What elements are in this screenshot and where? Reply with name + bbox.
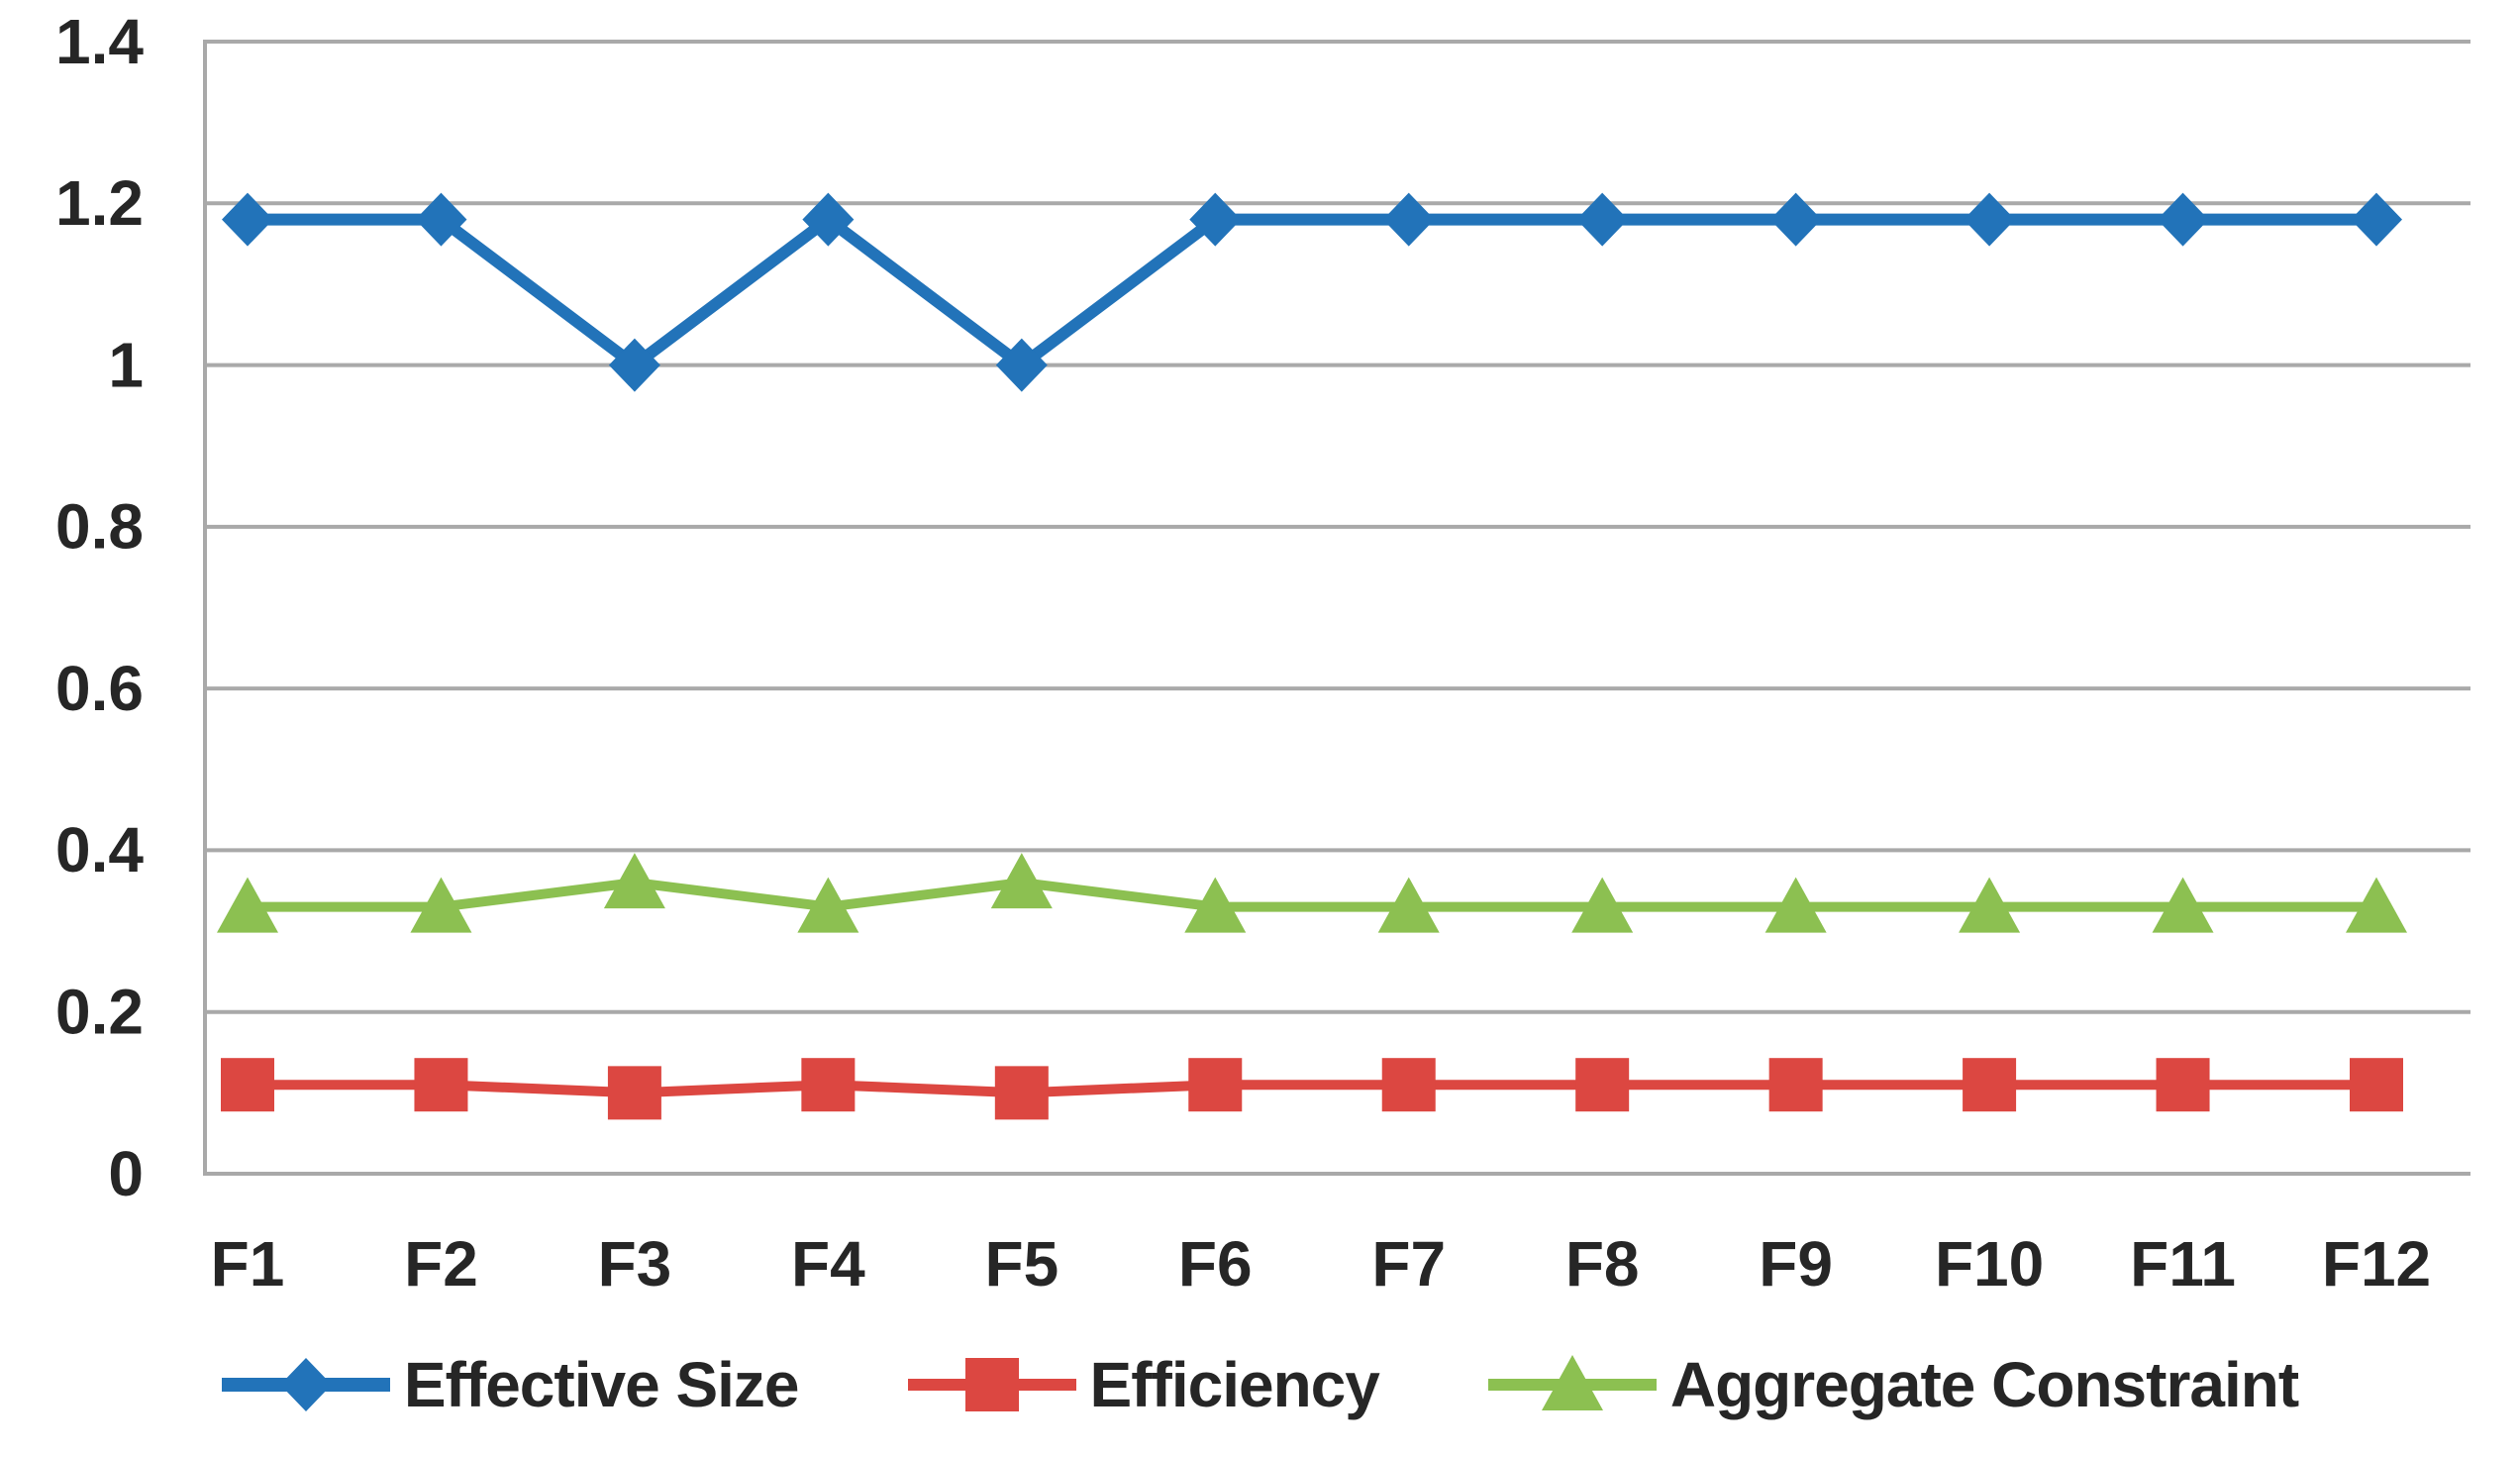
gridlines	[205, 40, 2470, 1176]
x-tick-label: F1	[211, 1228, 285, 1300]
square-marker	[1381, 1058, 1436, 1112]
diamond-marker	[415, 192, 467, 247]
x-tick-label: F5	[984, 1228, 1058, 1300]
diamond-legend-icon	[221, 1358, 390, 1411]
square-marker	[1188, 1058, 1243, 1112]
triangle-marker	[1571, 877, 1634, 933]
x-tick-label: F8	[1565, 1228, 1640, 1300]
diamond-marker	[222, 192, 273, 247]
legend-label-efficiency: Efficiency	[1089, 1349, 1380, 1420]
legend-item-aggregate-constraint: Aggregate Constraint	[1487, 1345, 2299, 1424]
series-line-efficiency	[243, 1080, 2381, 1098]
x-tick-label: F9	[1759, 1228, 1833, 1300]
diamond-marker	[279, 1358, 332, 1411]
series-efficiency	[221, 1058, 2403, 1120]
y-tick-label: 0.2	[55, 976, 144, 1047]
y-axis-labels: 0 0.2 0.4 0.6 0.8 1 1.2 1.4	[55, 6, 144, 1209]
diamond-marker	[1769, 192, 1822, 247]
y-tick-label: 1.4	[55, 6, 144, 77]
x-tick-label: F12	[2322, 1228, 2431, 1300]
y-tick-label: 0.8	[55, 491, 144, 563]
series-line-aggregate-constraint	[243, 878, 2381, 912]
y-tick-label: 1	[108, 329, 144, 400]
square-marker	[2350, 1058, 2403, 1112]
square-marker	[964, 1358, 1019, 1411]
diamond-marker	[995, 338, 1048, 392]
triangle-marker	[1377, 877, 1440, 933]
square-marker	[1768, 1058, 1823, 1112]
diamond-marker	[802, 192, 855, 247]
diamond-marker	[2351, 192, 2402, 247]
triangle-marker	[1541, 1355, 1603, 1410]
x-tick-label: F3	[598, 1228, 672, 1300]
legend-label-aggregate-constraint: Aggregate Constraint	[1669, 1349, 2299, 1420]
square-marker	[1963, 1058, 2017, 1112]
triangle-marker	[603, 853, 665, 909]
x-tick-label: F10	[1935, 1228, 2044, 1300]
square-marker	[994, 1066, 1049, 1120]
square-marker	[801, 1058, 856, 1112]
triangle-legend-icon	[1487, 1355, 1657, 1410]
triangle-marker	[410, 877, 472, 933]
x-axis-labels: F1 F2 F3 F4 F5 F6 F7 F8 F9 F10 F11 F12	[211, 1228, 2431, 1300]
square-legend-icon	[907, 1358, 1076, 1411]
triangle-marker	[217, 877, 278, 933]
square-marker	[607, 1066, 661, 1120]
legend-label-effective-size: Effective Size	[403, 1349, 800, 1420]
triangle-marker	[1959, 877, 2021, 933]
square-marker	[2156, 1058, 2210, 1112]
x-tick-label: F11	[2130, 1228, 2236, 1300]
triangle-marker	[1764, 877, 1827, 933]
diamond-marker	[1964, 192, 2016, 247]
diamond-marker	[1189, 192, 1242, 247]
series-aggregate-constraint	[217, 853, 2407, 933]
legend-item-efficiency: Efficiency	[907, 1345, 1380, 1424]
x-tick-label: F6	[1178, 1228, 1253, 1300]
x-tick-label: F2	[404, 1228, 478, 1300]
legend-item-effective-size: Effective Size	[221, 1345, 800, 1424]
triangle-marker	[990, 853, 1053, 909]
square-marker	[1575, 1058, 1630, 1112]
triangle-marker	[2152, 877, 2214, 933]
chart-legend: Effective Size Efficiency Aggregate Constr…	[0, 1345, 2520, 1424]
diamond-marker	[1576, 192, 1629, 247]
triangle-marker	[2346, 877, 2407, 933]
x-tick-label: F4	[791, 1228, 865, 1300]
square-marker	[414, 1058, 468, 1112]
y-tick-label: 0.6	[55, 653, 144, 724]
triangle-marker	[797, 877, 859, 933]
series-line-effective-size	[242, 213, 2382, 371]
diamond-marker	[608, 338, 660, 392]
y-tick-label: 0	[108, 1138, 144, 1209]
y-tick-label: 1.2	[55, 167, 144, 239]
x-tick-label: F7	[1371, 1228, 1446, 1300]
diamond-marker	[1382, 192, 1435, 247]
diamond-marker	[2157, 192, 2209, 247]
triangle-marker	[1184, 877, 1247, 933]
y-tick-label: 0.4	[55, 814, 144, 885]
square-marker	[221, 1058, 274, 1112]
series-effective-size	[222, 192, 2402, 392]
